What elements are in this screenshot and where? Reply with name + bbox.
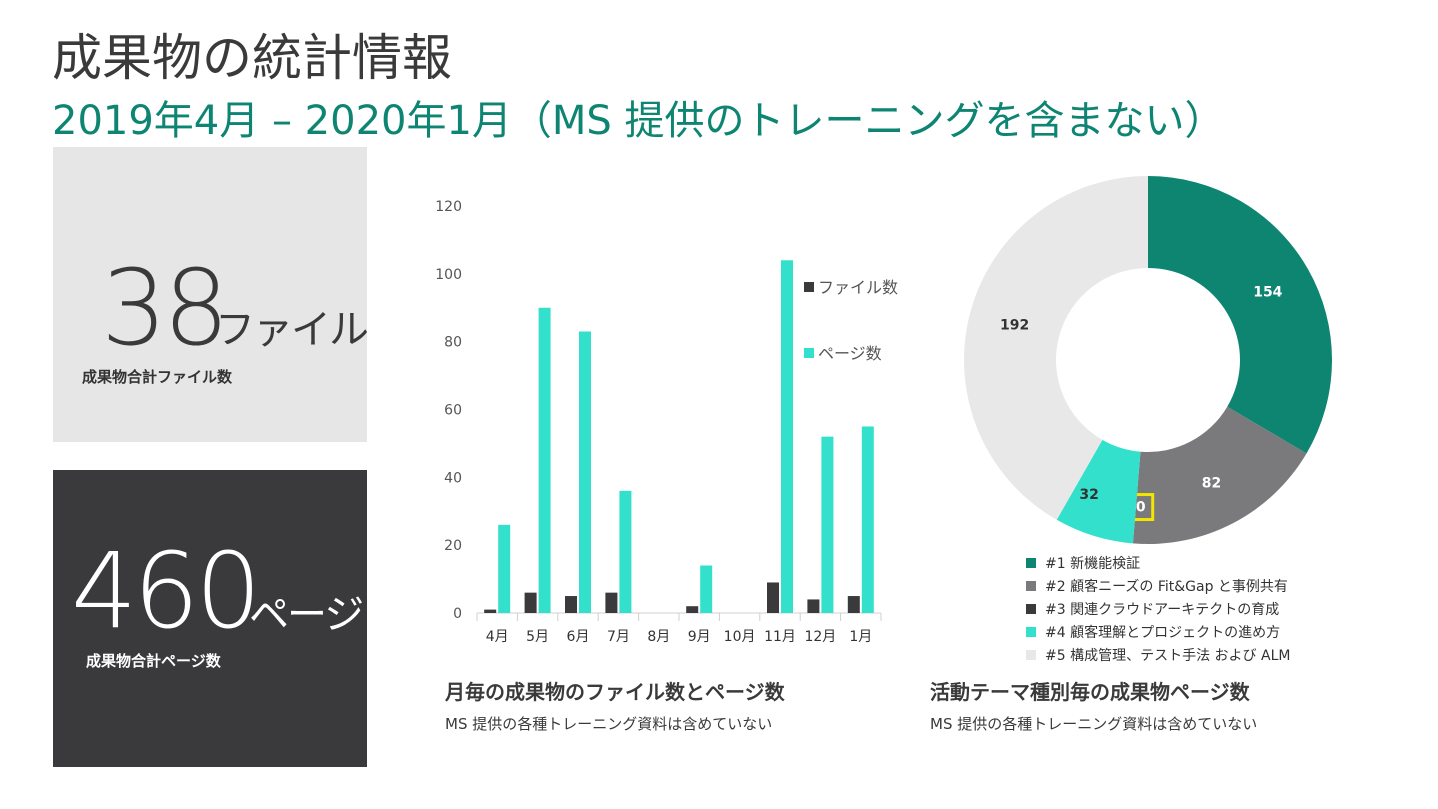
files-bar bbox=[484, 609, 497, 613]
donut-slice bbox=[1056, 439, 1141, 544]
x-tick-label: 4月 bbox=[486, 629, 509, 645]
bar-legend-swatch bbox=[804, 282, 814, 292]
kpi-files-label: 成果物合計ファイル数 bbox=[82, 368, 233, 386]
y-tick-label: 120 bbox=[435, 199, 462, 215]
files-bar bbox=[686, 606, 699, 613]
files-bar bbox=[605, 592, 618, 613]
bar-chart-title: 月毎の成果物のファイル数とページ数 bbox=[445, 680, 785, 704]
pages-bar bbox=[861, 426, 874, 613]
x-tick-label: 7月 bbox=[607, 629, 630, 645]
page-subtitle: 2019年4月 – 2020年1月（MS 提供のトレーニングを含まない） bbox=[52, 98, 1225, 144]
files-bar bbox=[767, 582, 779, 613]
y-tick-label: 40 bbox=[444, 470, 462, 486]
donut-chart-note: MS 提供の各種トレーニング資料は含めていない bbox=[930, 715, 1258, 733]
donut-data-label: 192 bbox=[1000, 318, 1029, 334]
pages-bar bbox=[781, 260, 793, 613]
donut-legend-item: #2 顧客ニーズの Fit&Gap と事例共有 bbox=[1026, 574, 1290, 597]
y-tick-label: 0 bbox=[453, 606, 462, 622]
donut-chart-title: 活動テーマ種別毎の成果物ページ数 bbox=[930, 680, 1250, 704]
kpi-pages-value: 460 bbox=[71, 530, 262, 652]
files-bar bbox=[847, 596, 860, 613]
kpi-files-value: 38 bbox=[101, 247, 229, 369]
pages-bar bbox=[619, 490, 632, 613]
donut-legend-item: #1 新機能検証 bbox=[1026, 551, 1290, 574]
donut-legend-swatch bbox=[1026, 580, 1036, 591]
x-tick-label: 8月 bbox=[647, 629, 670, 645]
pages-bar bbox=[700, 565, 713, 613]
bar-legend-label: ページ数 bbox=[818, 344, 882, 363]
bar-chart-note: MS 提供の各種トレーニング資料は含めていない bbox=[445, 715, 773, 733]
pages-bar bbox=[498, 524, 511, 613]
donut-legend-swatch bbox=[1026, 626, 1036, 637]
donut-slice bbox=[964, 176, 1148, 520]
donut-legend: #1 新機能検証 #2 顧客ニーズの Fit&Gap と事例共有 #3 関連クラウド… bbox=[1026, 551, 1290, 666]
y-tick-label: 100 bbox=[435, 267, 462, 283]
pages-bar bbox=[821, 436, 834, 613]
y-tick-label: 80 bbox=[444, 335, 462, 351]
x-tick-label: 12月 bbox=[804, 629, 836, 645]
donut-legend-label: #2 顧客ニーズの Fit&Gap と事例共有 bbox=[1045, 578, 1288, 595]
donut-legend-item: #4 顧客理解とプロジェクトの進め方 bbox=[1026, 620, 1290, 643]
x-tick-label: 6月 bbox=[567, 629, 590, 645]
donut-data-label: 32 bbox=[1079, 487, 1098, 503]
kpi-pages-unit: ページ bbox=[249, 592, 364, 638]
files-bar bbox=[807, 599, 820, 613]
kpi-pages-label: 成果物合計ページ数 bbox=[86, 652, 221, 670]
x-tick-label: 9月 bbox=[688, 629, 711, 645]
donut-data-label: 82 bbox=[1202, 476, 1221, 492]
donut-slice bbox=[1148, 176, 1332, 454]
x-tick-label: 1月 bbox=[849, 629, 872, 645]
bar-legend-label: ファイル数 bbox=[818, 278, 898, 297]
donut-legend-swatch bbox=[1026, 557, 1036, 568]
x-tick-label: 11月 bbox=[764, 629, 796, 645]
donut-slice bbox=[1132, 406, 1307, 545]
donut-legend-item: #3 関連クラウドアーキテクトの育成 bbox=[1026, 597, 1290, 620]
donut-legend-label: #4 顧客理解とプロジェクトの進め方 bbox=[1045, 624, 1281, 641]
kpi-files-unit: ファイル bbox=[215, 307, 369, 353]
donut-legend-swatch bbox=[1026, 603, 1036, 614]
kpi-files-card: 38 ファイル 成果物合計ファイル数 bbox=[53, 147, 369, 442]
x-tick-label: 5月 bbox=[526, 629, 549, 645]
donut-data-label: 0 bbox=[1136, 500, 1146, 516]
y-tick-label: 20 bbox=[444, 538, 462, 554]
donut-legend-label: #3 関連クラウドアーキテクトの育成 bbox=[1045, 601, 1280, 618]
donut-data-label: 154 bbox=[1253, 285, 1282, 301]
donut-legend-label: #5 構成管理、テスト手法 および ALM bbox=[1045, 647, 1291, 664]
donut-legend-item: #5 構成管理、テスト手法 および ALM bbox=[1026, 643, 1290, 666]
x-tick-label: 10月 bbox=[724, 629, 756, 645]
kpi-pages-card: 460 ページ 成果物合計ページ数 bbox=[53, 470, 367, 767]
bar-legend-swatch bbox=[804, 348, 814, 358]
files-bar bbox=[524, 592, 537, 613]
pages-bar bbox=[538, 307, 551, 613]
files-bar bbox=[565, 596, 577, 613]
donut-legend-swatch bbox=[1026, 649, 1036, 660]
donut-legend-label: #1 新機能検証 bbox=[1045, 555, 1141, 572]
page-title: 成果物の統計情報 bbox=[52, 29, 452, 87]
y-tick-label: 60 bbox=[444, 403, 462, 419]
pages-bar bbox=[579, 331, 591, 613]
